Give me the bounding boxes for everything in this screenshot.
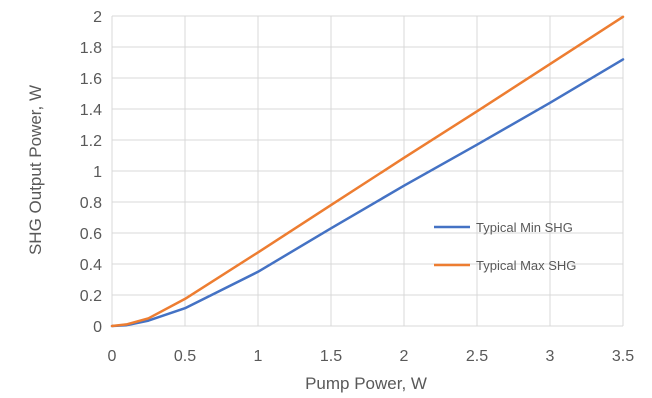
legend-label: Typical Max SHG [476, 258, 576, 273]
y-tick-label: 2 [93, 9, 102, 26]
series-line-typical-min-shg [110, 58, 625, 328]
legend-label: Typical Min SHG [476, 220, 573, 235]
x-tick-label: 1.5 [320, 348, 342, 365]
y-axis-tick-labels: 0 0.2 0.4 0.6 0.8 1 1.2 1.4 1.6 1.8 2 [80, 9, 102, 336]
x-tick-label: 2.5 [466, 348, 488, 365]
y-tick-label: 1.6 [80, 71, 102, 88]
gridlines [111, 15, 624, 327]
y-tick-label: 1.8 [80, 40, 102, 57]
series-line-typical-max-shg [110, 15, 625, 328]
x-tick-label: 2 [400, 348, 409, 365]
y-tick-label: 1.4 [80, 102, 102, 119]
y-tick-label: 1 [93, 164, 102, 181]
series-lines [110, 15, 625, 328]
x-axis-tick-labels: 0 0.5 1 1.5 2 2.5 3 3.5 [108, 348, 635, 365]
y-tick-label: 1.2 [80, 133, 102, 150]
legend: Typical Min SHG Typical Max SHG [434, 220, 576, 273]
x-tick-label: 3 [546, 348, 555, 365]
x-tick-label: 3.5 [612, 348, 634, 365]
x-axis-title: Pump Power, W [305, 374, 427, 393]
x-tick-label: 0 [108, 348, 117, 365]
y-tick-label: 0.6 [80, 226, 102, 243]
y-tick-label: 0.2 [80, 288, 102, 305]
y-tick-label: 0.4 [80, 257, 102, 274]
y-axis-title: SHG Output Power, W [26, 85, 45, 255]
y-tick-label: 0.8 [80, 195, 102, 212]
x-tick-label: 0.5 [174, 348, 196, 365]
y-tick-label: 0 [93, 319, 102, 336]
x-tick-label: 1 [254, 348, 263, 365]
